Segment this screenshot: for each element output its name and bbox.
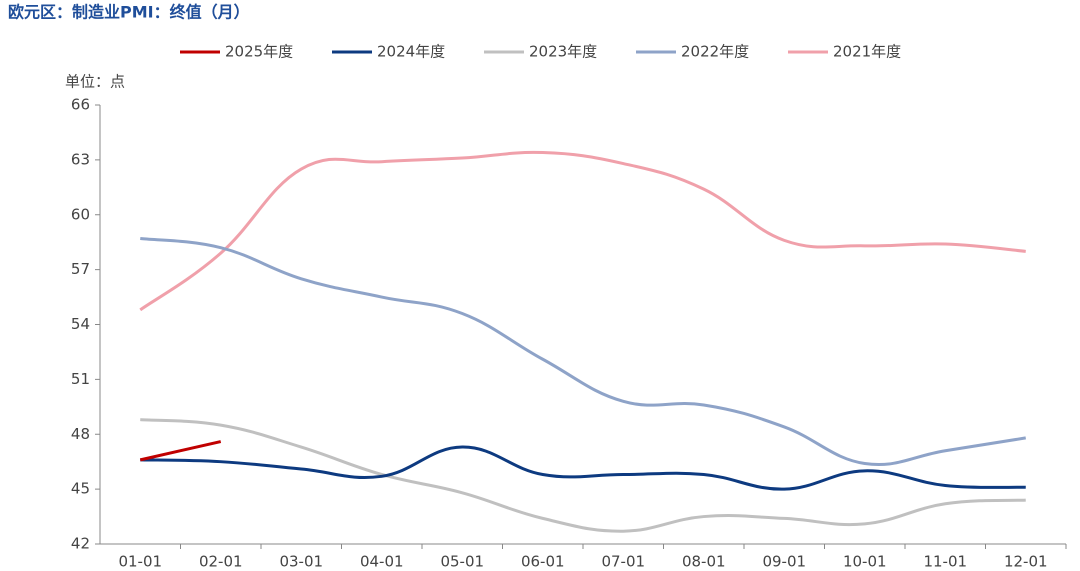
x-tick-label: 08-01: [682, 553, 726, 571]
x-tick-label: 05-01: [440, 553, 484, 571]
y-tick-label: 42: [71, 535, 90, 553]
x-tick-label: 02-01: [199, 553, 243, 571]
y-tick-label: 45: [71, 480, 90, 498]
y-tick-label: 54: [71, 315, 90, 333]
x-tick-label: 12-01: [1004, 553, 1048, 571]
legend-label: 2025年度: [225, 43, 293, 61]
y-axis-label: 单位：点: [65, 73, 125, 91]
y-tick-label: 57: [71, 260, 90, 278]
chart-title: 欧元区：制造业PMI：终值（月）: [8, 3, 250, 22]
x-tick-label: 01-01: [118, 553, 162, 571]
y-tick-label: 63: [71, 150, 90, 168]
legend-label: 2024年度: [377, 43, 445, 61]
x-tick-label: 07-01: [601, 553, 645, 571]
series-line: [140, 237, 1026, 467]
x-tick-label: 10-01: [843, 553, 887, 571]
legend-label: 2023年度: [529, 43, 597, 61]
x-tick-label: 06-01: [521, 553, 565, 571]
series-line: [139, 150, 1026, 312]
x-tick-label: 11-01: [923, 553, 967, 571]
x-tick-label: 03-01: [279, 553, 323, 571]
series-line: [139, 440, 222, 462]
y-tick-label: 60: [71, 205, 90, 223]
x-tick-label: 09-01: [762, 553, 806, 571]
y-tick-label: 51: [71, 370, 90, 388]
series-line: [140, 418, 1026, 533]
legend-label: 2021年度: [833, 43, 901, 61]
series-line: [140, 445, 1026, 491]
legend-label: 2022年度: [681, 43, 749, 61]
x-tick-label: 04-01: [360, 553, 404, 571]
y-tick-label: 66: [71, 96, 90, 114]
y-tick-label: 48: [71, 425, 90, 443]
